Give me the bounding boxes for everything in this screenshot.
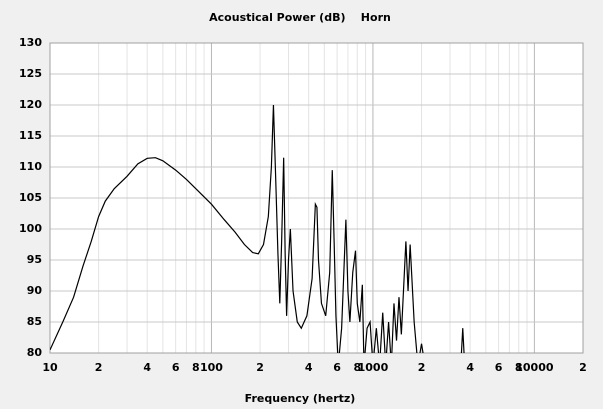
x-tick-label: 2 xyxy=(95,361,103,374)
plot-border xyxy=(49,42,584,354)
x-tick-label: 6 xyxy=(172,361,180,374)
x-tick-label: 1000 xyxy=(358,361,389,374)
x-tick-label: 4 xyxy=(143,361,151,374)
x-tick-label: 8 xyxy=(353,361,361,374)
x-tick-label: 4 xyxy=(305,361,313,374)
x-tick-label: 10 xyxy=(42,361,58,374)
x-axis-label: Frequency (hertz) xyxy=(245,392,356,405)
y-tick-label: 110 xyxy=(19,160,42,173)
x-tick-label: 6 xyxy=(495,361,503,374)
x-tick-label: 2 xyxy=(256,361,264,374)
y-tick-label: 125 xyxy=(19,67,42,80)
y-tick-label: 80 xyxy=(27,346,43,359)
x-tick-label: 8 xyxy=(515,361,523,374)
y-tick-label: 95 xyxy=(27,253,42,266)
x-tick-label: 100 xyxy=(200,361,223,374)
y-tick-label: 85 xyxy=(27,315,42,328)
x-tick-label: 4 xyxy=(466,361,474,374)
chart-title: Acoustical Power (dB) Horn xyxy=(209,11,391,24)
line xyxy=(50,104,465,353)
y-tick-label: 120 xyxy=(19,98,42,111)
y-tick-label: 105 xyxy=(19,191,42,204)
x-tick-label: 10000 xyxy=(515,361,554,374)
x-tick-label: 2 xyxy=(579,361,587,374)
y-tick-label: 100 xyxy=(19,222,42,235)
x-tick-label: 2 xyxy=(418,361,426,374)
y-tick-label: 130 xyxy=(19,36,42,49)
y-tick-label: 115 xyxy=(19,129,42,142)
x-tick-label: 6 xyxy=(333,361,341,374)
y-tick-label: 90 xyxy=(27,284,43,297)
x-tick-label: 8 xyxy=(192,361,200,374)
